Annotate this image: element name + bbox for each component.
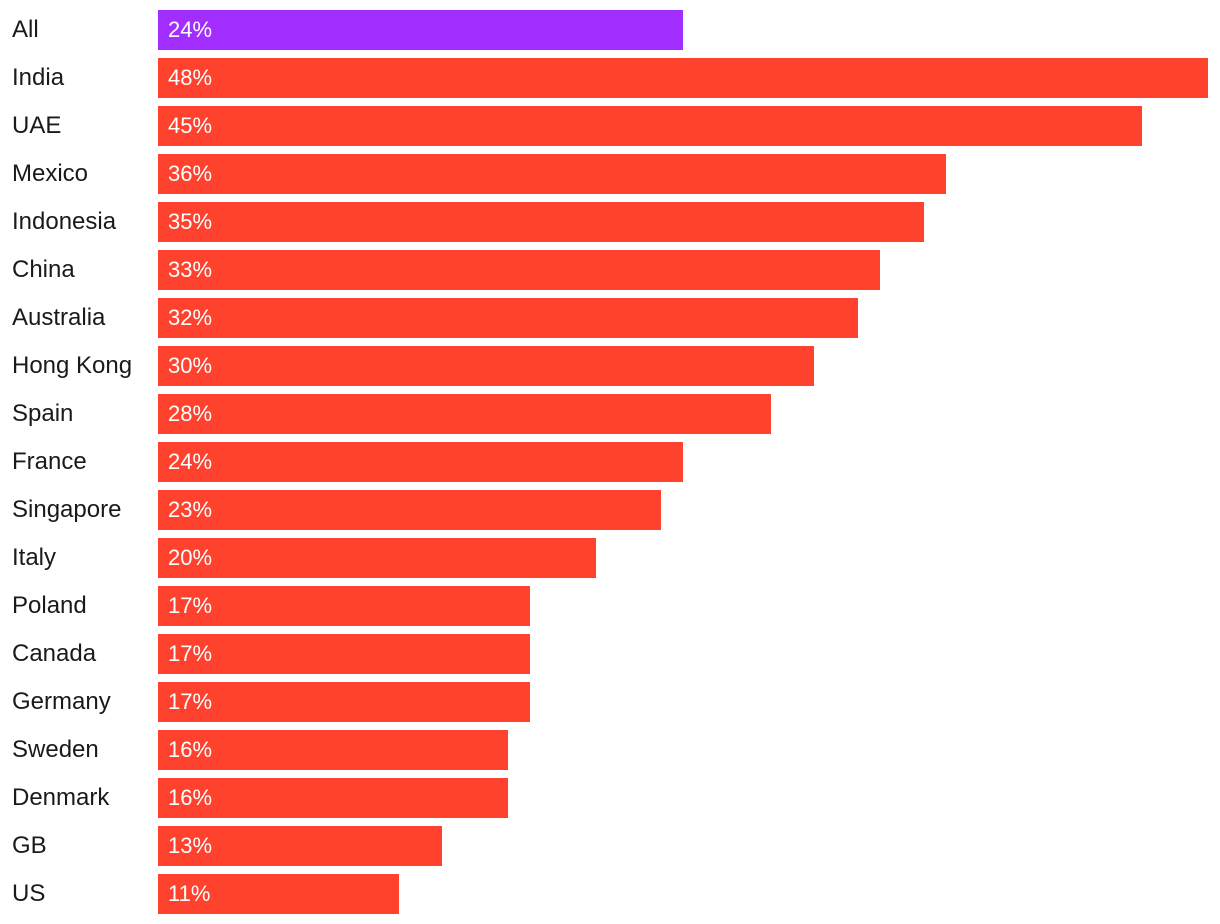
bar: 17% — [158, 634, 530, 674]
bar: 32% — [158, 298, 858, 338]
bar-value-label: 16% — [168, 785, 213, 810]
bar-value-label: 13% — [168, 833, 213, 858]
bar-value-label: 17% — [168, 593, 213, 618]
bar-value-label: 17% — [168, 689, 213, 714]
bar: 24% — [158, 10, 683, 50]
bar: 28% — [158, 394, 771, 434]
bar: 17% — [158, 682, 530, 722]
category-label: Spain — [12, 400, 74, 427]
category-label: Canada — [12, 640, 97, 667]
bar-value-label: 32% — [168, 305, 213, 330]
bar-value-label: 24% — [168, 17, 213, 42]
category-label: France — [12, 448, 87, 475]
bar: 24% — [158, 442, 683, 482]
category-label: Indonesia — [12, 208, 117, 235]
category-label: US — [12, 880, 46, 907]
category-label: UAE — [12, 112, 62, 139]
bar-value-label: 36% — [168, 161, 213, 186]
bar-value-label: 35% — [168, 209, 213, 234]
bar: 16% — [158, 778, 508, 818]
bar: 35% — [158, 202, 924, 242]
bar: 36% — [158, 154, 946, 194]
bar: 48% — [158, 58, 1208, 98]
category-label: India — [12, 64, 65, 91]
bar: 33% — [158, 250, 880, 290]
bar-value-label: 45% — [168, 113, 213, 138]
bar-value-label: 17% — [168, 641, 213, 666]
category-label: Sweden — [12, 736, 99, 763]
bar: 11% — [158, 874, 399, 914]
bar-value-label: 24% — [168, 449, 213, 474]
category-label: Denmark — [12, 784, 110, 811]
category-label: Australia — [12, 304, 106, 331]
category-label: Poland — [12, 592, 87, 619]
bar-value-label: 33% — [168, 257, 213, 282]
bar-value-label: 23% — [168, 497, 213, 522]
category-label: Italy — [12, 544, 57, 571]
bar-value-label: 48% — [168, 65, 213, 90]
category-label: China — [12, 256, 75, 283]
category-label: Hong Kong — [12, 352, 133, 379]
bar: 30% — [158, 346, 815, 386]
bar: 45% — [158, 106, 1143, 146]
category-label: GB — [12, 832, 47, 859]
bar: 16% — [158, 730, 508, 770]
category-label: Mexico — [12, 160, 89, 187]
bar: 17% — [158, 586, 530, 626]
bar-value-label: 28% — [168, 401, 213, 426]
bar: 23% — [158, 490, 662, 530]
bar-value-label: 11% — [168, 881, 211, 906]
bar-value-label: 16% — [168, 737, 213, 762]
bar: 20% — [158, 538, 596, 578]
category-label: Singapore — [12, 496, 122, 523]
category-label: All — [12, 16, 39, 43]
bar-value-label: 30% — [168, 353, 213, 378]
bar: 13% — [158, 826, 443, 866]
category-label: Germany — [12, 688, 111, 715]
bar-value-label: 20% — [168, 545, 213, 570]
